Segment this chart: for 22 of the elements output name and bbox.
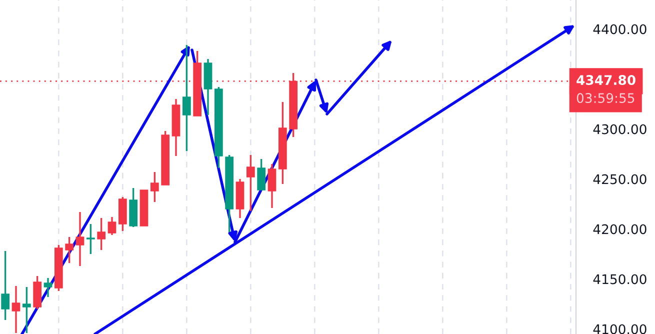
text: 03:59:55 xyxy=(576,93,634,104)
candlestick xyxy=(12,285,20,334)
candlestick xyxy=(97,217,106,251)
y-tick-label: 4250.00 xyxy=(593,174,646,184)
y-tick-label: 4300.00 xyxy=(593,124,646,134)
candlestick xyxy=(182,44,191,152)
y-tick-label: 4100.00 xyxy=(593,324,646,334)
candlestick xyxy=(76,211,84,267)
candlestick xyxy=(65,236,74,264)
candlestick xyxy=(44,277,52,298)
ref-line-label: 4347.80 xyxy=(576,75,636,86)
candlestick xyxy=(22,286,31,334)
candlestick xyxy=(257,158,266,191)
candlestick xyxy=(1,250,10,321)
candlestick xyxy=(108,216,116,236)
y-tick-label: 4400.00 xyxy=(593,24,646,34)
candlestick xyxy=(150,171,159,203)
y-tick-label: 4200.00 xyxy=(593,224,646,234)
candlestick xyxy=(246,154,255,212)
candlestick xyxy=(268,163,276,209)
y-tick-label: 4150.00 xyxy=(593,274,646,284)
candlestick xyxy=(86,223,95,255)
